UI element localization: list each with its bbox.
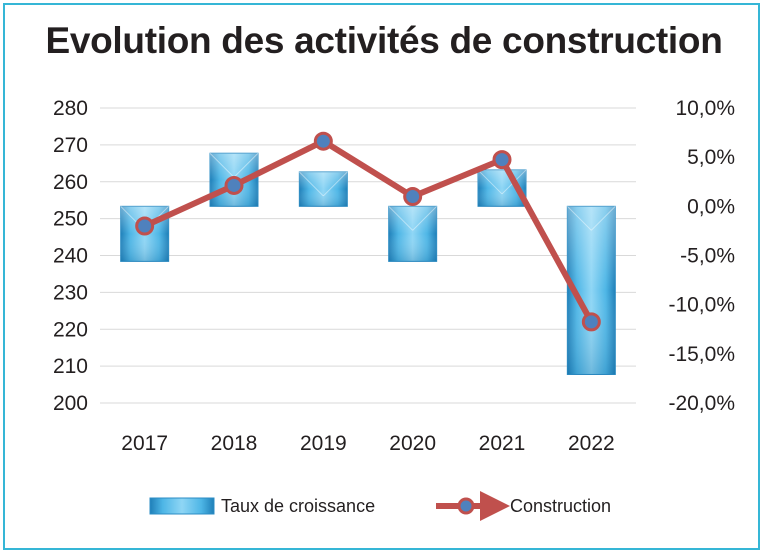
left-tick-label: 270 bbox=[53, 134, 88, 157]
bar-bevel bbox=[412, 205, 438, 231]
bar-bevel bbox=[590, 205, 616, 231]
right-axis: 10,0% 5,0% 0,0% -5,0% -10,0% -15,0% -20,0% bbox=[668, 97, 735, 415]
bar-bevel bbox=[209, 152, 235, 178]
bar-bevel bbox=[477, 169, 503, 195]
gridlines bbox=[100, 107, 636, 404]
legend-bar-swatch bbox=[149, 497, 215, 515]
left-tick-label: 280 bbox=[53, 97, 88, 120]
line-series bbox=[135, 131, 601, 332]
right-tick-label: -10,0% bbox=[668, 294, 735, 317]
right-tick-label: 0,0% bbox=[687, 195, 735, 218]
legend-line-marker bbox=[457, 497, 475, 515]
right-tick-label: -5,0% bbox=[680, 245, 735, 268]
bar-series bbox=[120, 152, 616, 375]
x-tick-label: 2019 bbox=[300, 432, 347, 455]
right-tick-label: 5,0% bbox=[687, 146, 735, 169]
x-tick-label: 2017 bbox=[121, 432, 168, 455]
line-marker bbox=[581, 312, 601, 332]
right-tick-label: -20,0% bbox=[668, 392, 735, 415]
x-tick-label: 2018 bbox=[211, 432, 258, 455]
line-marker bbox=[135, 216, 155, 236]
x-tick-label: 2022 bbox=[568, 432, 615, 455]
bar-shade bbox=[388, 206, 437, 262]
legend-bar-fill bbox=[149, 497, 215, 515]
legend-label: Construction bbox=[510, 496, 611, 516]
chart-frame bbox=[3, 3, 760, 550]
right-tick-label: -15,0% bbox=[668, 343, 735, 366]
bar-bevel bbox=[233, 152, 259, 178]
bar-bevel bbox=[298, 171, 324, 197]
bar bbox=[388, 205, 438, 262]
left-tick-label: 210 bbox=[53, 355, 88, 378]
legend-label: Taux de croissance bbox=[221, 496, 375, 516]
bar-shade bbox=[299, 171, 348, 207]
x-tick-label: 2020 bbox=[389, 432, 436, 455]
line-marker bbox=[403, 187, 423, 206]
left-tick-label: 200 bbox=[53, 392, 88, 415]
left-tick-label: 220 bbox=[53, 318, 88, 341]
bar bbox=[477, 169, 527, 207]
left-tick-label: 260 bbox=[53, 171, 88, 194]
bar-bevel bbox=[388, 205, 414, 231]
x-tick-label: 2021 bbox=[479, 432, 526, 455]
line-marker bbox=[313, 131, 333, 151]
legend: Taux de croissance Construction bbox=[149, 491, 611, 521]
bar bbox=[298, 171, 348, 207]
line-marker bbox=[492, 150, 512, 170]
bar-bevel bbox=[566, 205, 592, 231]
construction-line bbox=[141, 138, 595, 325]
left-axis: 280 270 260 250 240 230 220 210 200 bbox=[53, 97, 88, 415]
line-marker bbox=[224, 175, 244, 195]
left-tick-label: 230 bbox=[53, 281, 88, 304]
right-tick-label: 10,0% bbox=[675, 97, 735, 120]
left-tick-label: 250 bbox=[53, 208, 88, 231]
bar-bevel bbox=[322, 171, 348, 197]
x-axis: 2017 2018 2019 2020 2021 2022 bbox=[121, 432, 614, 455]
chart-title: Evolution des activités de construction bbox=[45, 20, 723, 61]
left-tick-label: 240 bbox=[53, 245, 88, 268]
